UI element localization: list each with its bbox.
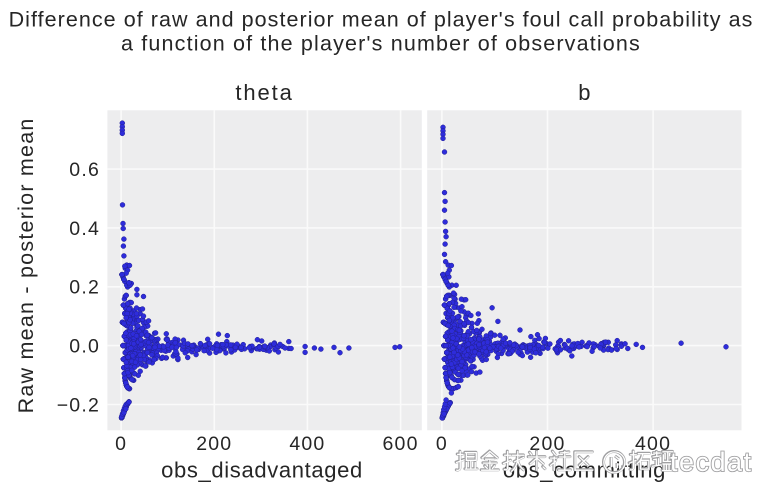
svg-text:theta: theta: [235, 80, 293, 105]
svg-text:b: b: [578, 80, 590, 105]
svg-text:a function of the player's num: a function of the player's number of obs…: [121, 32, 641, 56]
svg-text:obs_disadvantaged: obs_disadvantaged: [161, 458, 363, 483]
svg-text:200: 200: [196, 433, 232, 455]
svg-text:Difference of raw and posterio: Difference of raw and posterior mean of …: [9, 8, 754, 32]
svg-text:400: 400: [289, 433, 325, 455]
svg-text:0.0: 0.0: [69, 336, 100, 358]
svg-text:0.4: 0.4: [69, 218, 100, 240]
svg-text:600: 600: [383, 433, 419, 455]
svg-text:400: 400: [635, 433, 671, 455]
svg-text:−0.2: −0.2: [57, 394, 100, 416]
svg-text:0: 0: [436, 433, 448, 455]
svg-text:0: 0: [115, 433, 127, 455]
svg-text:0.2: 0.2: [69, 277, 100, 299]
svg-text:tecdat: tecdat: [670, 447, 753, 477]
svg-text:0.6: 0.6: [69, 159, 100, 181]
svg-text:200: 200: [529, 433, 565, 455]
svg-text:Raw mean - posterior mean: Raw mean - posterior mean: [14, 117, 38, 413]
